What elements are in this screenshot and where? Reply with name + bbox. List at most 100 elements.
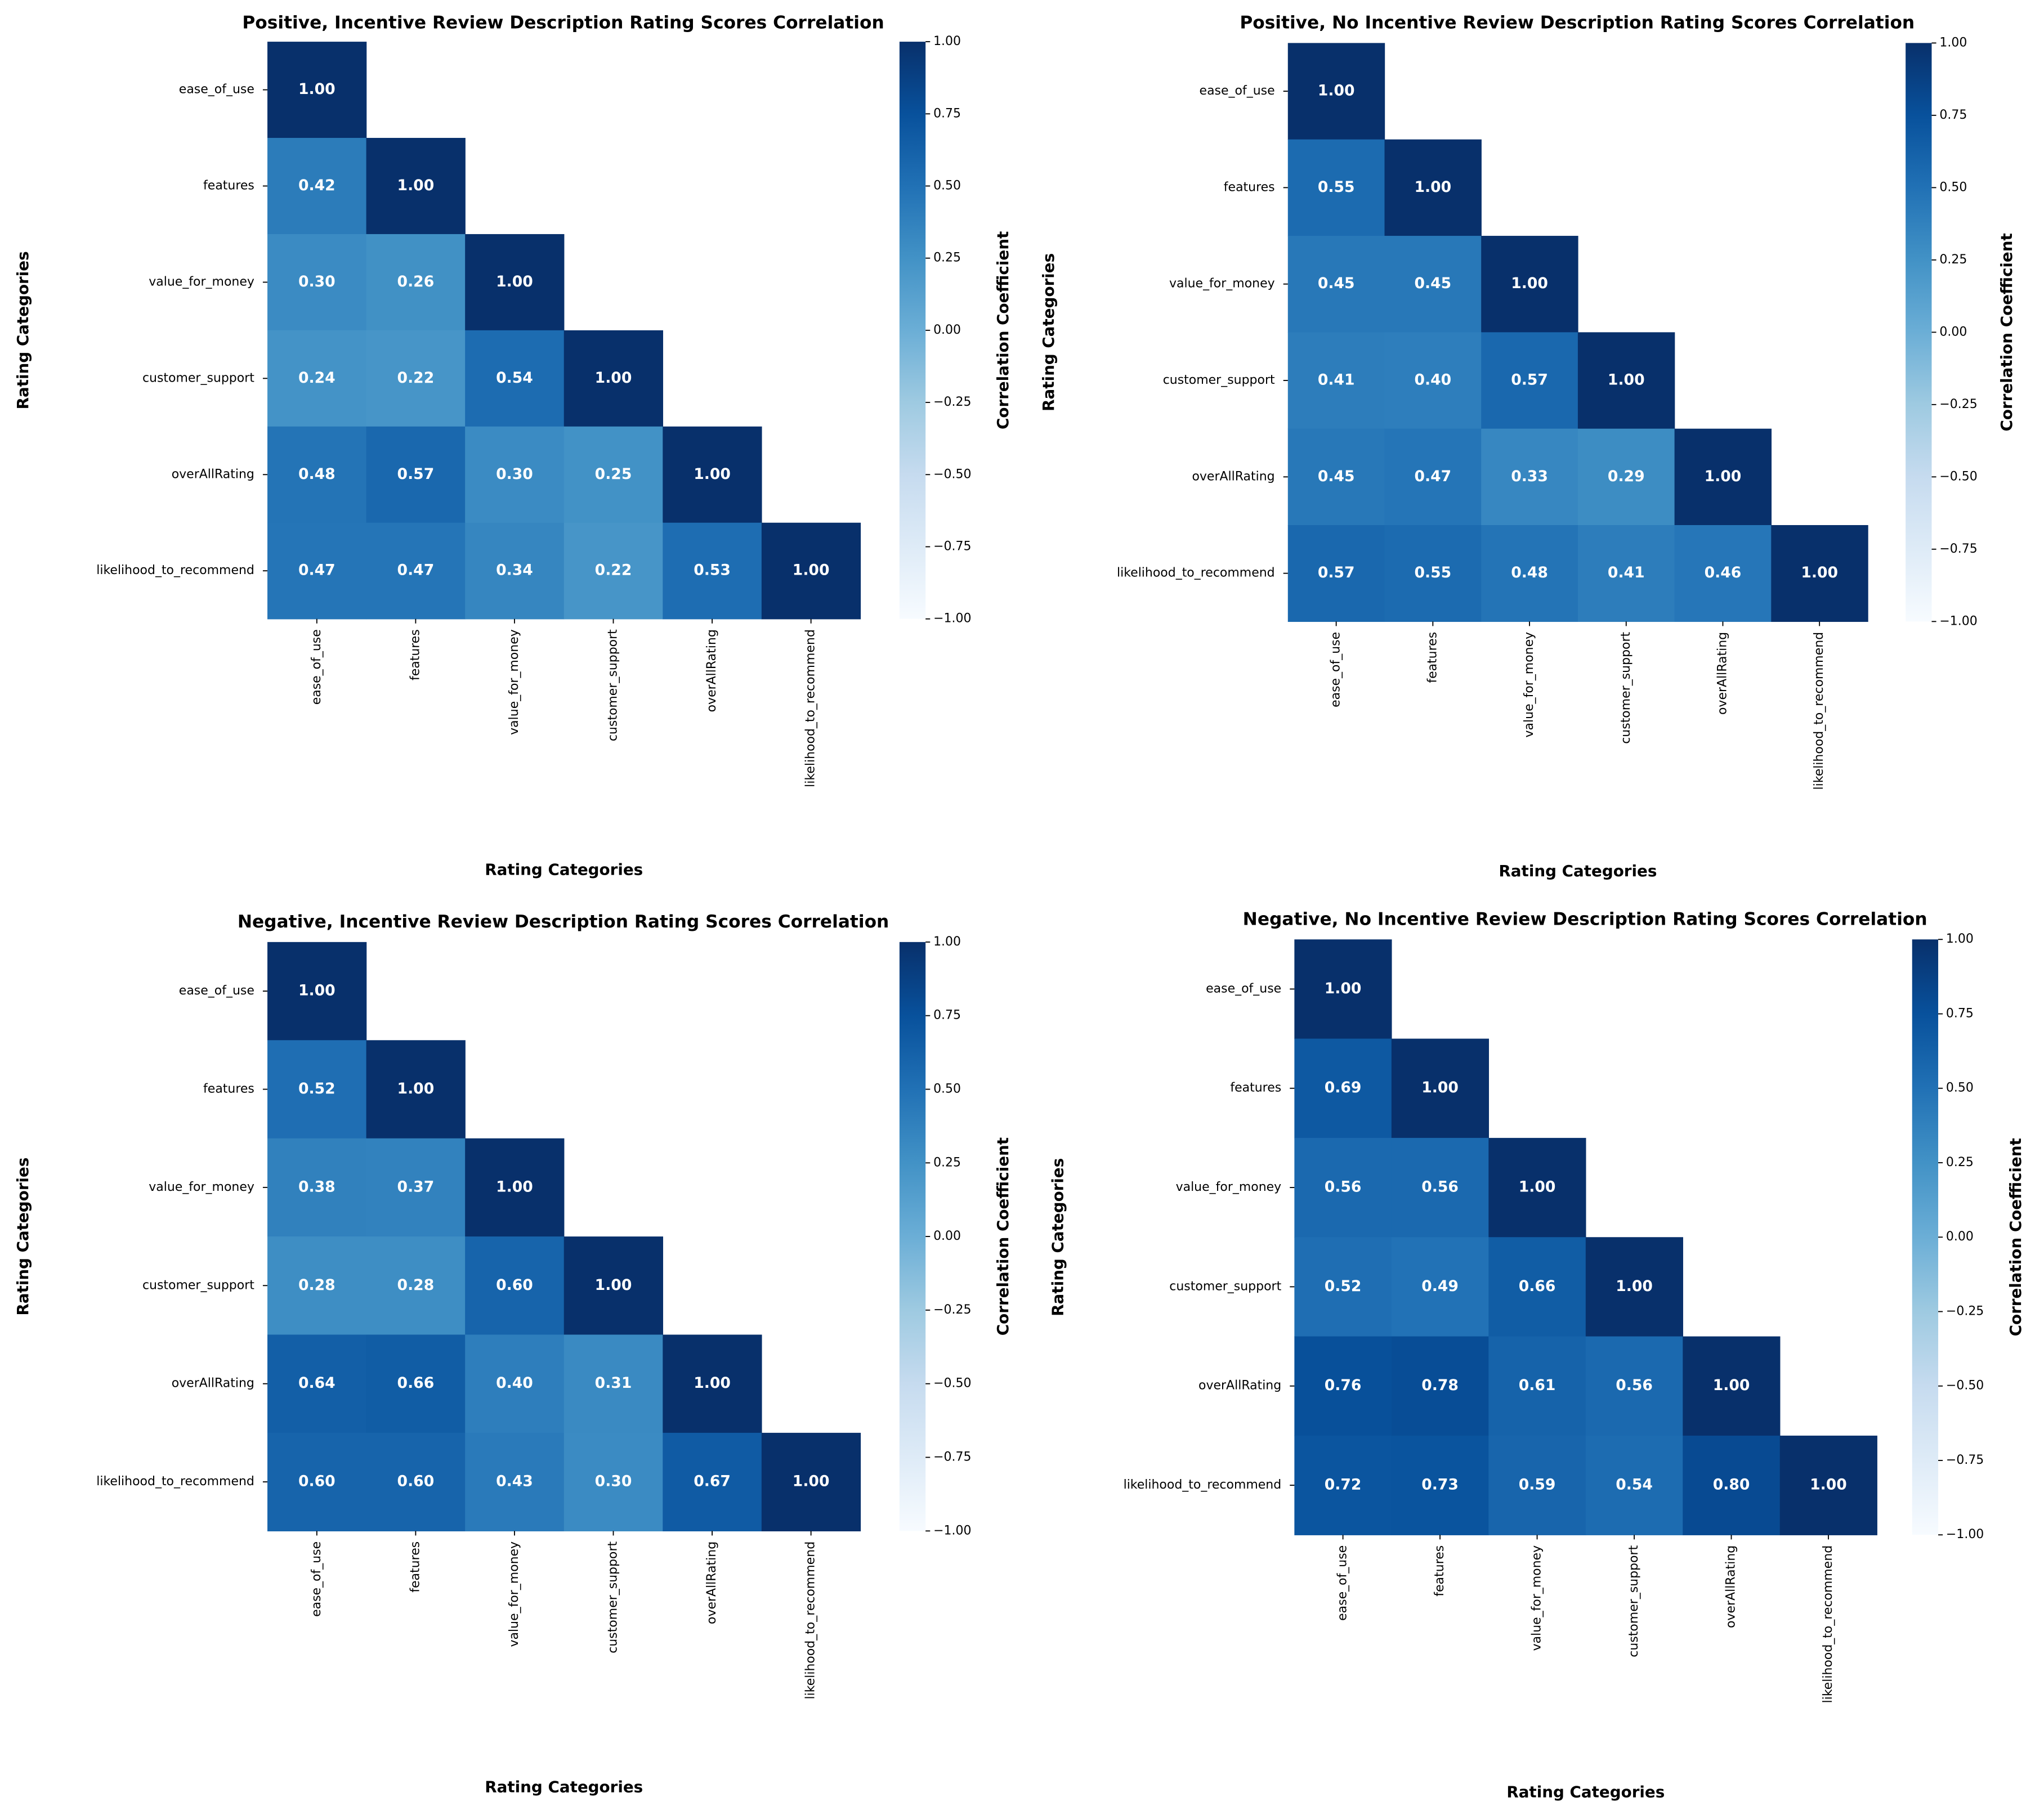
heatmap-cell: [1294, 939, 1392, 1039]
x-tick-label: ease_of_use: [310, 629, 324, 705]
x-tick-label: overAllRating: [705, 1541, 719, 1624]
heatmap-cell: [1674, 428, 1772, 526]
y-axis-label: Rating Categories: [1048, 1158, 1067, 1316]
heatmap-cell: [267, 426, 367, 523]
x-tick-label: features: [1425, 632, 1439, 683]
x-axis-label: Rating Categories: [1506, 1783, 1665, 1801]
cell-label: 0.56: [1421, 1178, 1459, 1196]
y-tick-label: features: [1230, 1081, 1281, 1095]
heatmap-cell: [366, 522, 466, 620]
cell-label: 1.00: [1325, 980, 1362, 997]
y-axis-label: Rating Categories: [14, 1158, 32, 1316]
x-tick-label: overAllRating: [1724, 1545, 1738, 1628]
y-axis-label: Rating Categories: [14, 251, 32, 409]
colorbar-tick-label: 0.00: [933, 323, 961, 337]
heatmap-cell: [366, 1432, 466, 1531]
cell-label: 0.45: [1415, 275, 1452, 292]
colorbar-tick-label: −0.50: [933, 1377, 971, 1391]
heatmap-cell: [1294, 1435, 1392, 1535]
x-tick-label: overAllRating: [1715, 632, 1729, 715]
heatmap-cell: [761, 1432, 861, 1531]
cell-label: 1.00: [793, 1473, 830, 1490]
heatmap-cell: [1384, 139, 1482, 236]
heatmap-cell: [563, 1334, 663, 1433]
cell-label: 0.28: [298, 1276, 336, 1294]
colorbar-tick-label: 0.50: [933, 1082, 961, 1096]
x-tick-label: likelihood_to_recommend: [1812, 632, 1826, 790]
y-tick-label: features: [1224, 180, 1275, 194]
heatmap-cell: [465, 1236, 565, 1336]
cell-label: 0.26: [397, 273, 435, 290]
cell-label: 0.47: [1415, 468, 1452, 485]
cell-label: 0.41: [1318, 371, 1355, 389]
colorbar-tick-label: −0.75: [1939, 542, 1977, 556]
heatmap-cell: [1287, 428, 1385, 526]
x-tick-label: ease_of_use: [310, 1541, 324, 1617]
heatmap-cell: [1481, 236, 1578, 333]
heatmap-cell: [1683, 1336, 1781, 1436]
heatmap-cell: [1294, 1137, 1392, 1238]
heatmap-cell: [1391, 1038, 1490, 1139]
heatmap-cell: [366, 138, 466, 235]
x-tick-label: features: [408, 1541, 422, 1593]
x-tick-label: customer_support: [1619, 631, 1633, 743]
colorbar-label: Correlation Coefficient: [1997, 233, 2016, 431]
heatmap-cell: [1481, 428, 1578, 526]
heatmap-cell: [267, 1138, 367, 1237]
cell-label: 1.00: [694, 465, 731, 483]
cell-label: 0.47: [397, 562, 435, 579]
colorbar: [1912, 939, 1939, 1535]
heatmap-cell: [1391, 1336, 1490, 1436]
colorbar-tick-label: −0.50: [933, 467, 971, 481]
cell-label: 0.48: [1511, 564, 1548, 581]
cell-label: 0.66: [1519, 1278, 1556, 1295]
cell-label: 0.42: [298, 177, 336, 194]
colorbar: [899, 942, 926, 1531]
colorbar-tick-label: 0.75: [1946, 1006, 1974, 1020]
colorbar-tick-label: 0.50: [933, 178, 961, 192]
y-tick-label: overAllRating: [172, 1377, 254, 1391]
colorbar-tick-label: −0.25: [933, 395, 971, 409]
cell-label: 0.49: [1421, 1278, 1459, 1295]
cell-label: 0.38: [298, 1178, 336, 1195]
y-tick-label: likelihood_to_recommend: [1124, 1478, 1282, 1492]
heatmap-cell: [1391, 1435, 1490, 1535]
y-tick-label: ease_of_use: [179, 984, 254, 998]
colorbar-tick-label: −1.00: [933, 612, 971, 626]
cell-label: 0.78: [1421, 1377, 1459, 1394]
cell-label: 1.00: [496, 273, 533, 290]
heatmap-cell: [1577, 428, 1675, 526]
colorbar-tick-label: 0.00: [1939, 325, 1967, 339]
cell-label: 0.60: [496, 1276, 533, 1294]
colorbar-tick-label: −0.25: [933, 1303, 971, 1317]
x-tick-label: overAllRating: [705, 629, 719, 712]
cell-label: 0.22: [595, 562, 632, 579]
colorbar-label: Correlation Coefficient: [994, 231, 1012, 429]
cell-label: 1.00: [1713, 1377, 1750, 1394]
colorbar: [1906, 43, 1932, 622]
x-tick-label: value_for_money: [1522, 632, 1536, 738]
heatmap-cell: [563, 522, 663, 620]
x-axis-label: Rating Categories: [1499, 862, 1657, 880]
cell-label: 0.56: [1616, 1377, 1653, 1394]
colorbar-tick-label: 1.00: [933, 935, 961, 949]
heatmap-cell: [1585, 1237, 1683, 1337]
cell-label: 1.00: [1705, 468, 1742, 485]
cell-label: 0.61: [1519, 1377, 1556, 1394]
cell-label: 1.00: [397, 1080, 435, 1097]
heatmap-cell: [1384, 428, 1482, 526]
y-tick-label: ease_of_use: [1200, 84, 1275, 98]
y-tick-label: ease_of_use: [179, 83, 254, 97]
heatmap-cell: [663, 1334, 762, 1433]
y-tick-label: ease_of_use: [1206, 982, 1281, 996]
cell-label: 0.80: [1713, 1476, 1750, 1494]
cell-label: 0.53: [694, 562, 731, 579]
cell-label: 0.48: [298, 465, 336, 483]
colorbar-tick-label: 0.00: [1946, 1230, 1974, 1244]
heatmap-cell: [1481, 332, 1578, 429]
colorbar-tick-label: −0.75: [933, 1450, 971, 1464]
y-tick-label: overAllRating: [1198, 1379, 1281, 1393]
cell-label: 0.22: [397, 369, 435, 387]
heatmap-cell: [1577, 525, 1675, 622]
